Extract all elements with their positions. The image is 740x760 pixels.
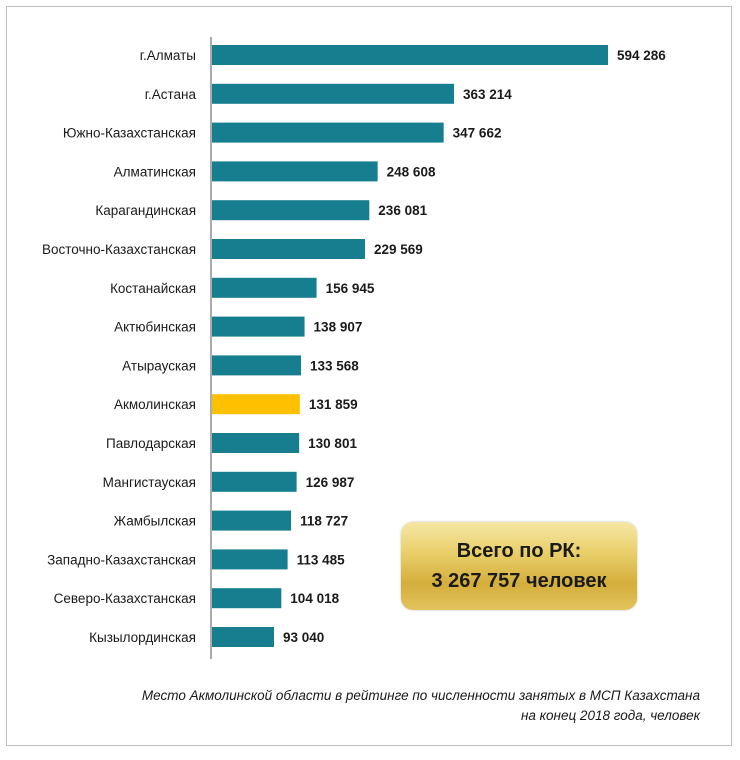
- value-label: 347 662: [453, 126, 502, 141]
- total-box: Всего по РК: 3 267 757 человек: [401, 522, 637, 610]
- category-label: Акмолинская: [114, 397, 196, 412]
- category-label: Западно-Казахстанская: [47, 552, 196, 567]
- category-label: Северо-Казахстанская: [54, 591, 196, 606]
- bar-5: [212, 200, 370, 221]
- bar-1: [212, 45, 608, 65]
- bar-4: [212, 161, 378, 182]
- value-label: 236 081: [378, 203, 427, 218]
- caption-line1: Место Акмолинской области в рейтинге по …: [141, 688, 700, 703]
- bar-8: [212, 316, 305, 337]
- bar-11: [212, 433, 300, 453]
- category-label: г.Алматы: [140, 48, 196, 63]
- value-label: 126 987: [306, 475, 355, 490]
- value-label: 156 945: [326, 281, 375, 296]
- value-label: 594 286: [617, 48, 666, 63]
- bar-16: [212, 627, 274, 647]
- chart-caption: Место Акмолинской области в рейтинге по …: [40, 686, 700, 726]
- bar-10: [212, 394, 300, 415]
- value-label: 229 569: [374, 242, 423, 257]
- bar-7: [212, 277, 317, 298]
- value-label: 131 859: [309, 397, 358, 412]
- category-label: Актюбинская: [114, 320, 196, 335]
- category-label: Павлодарская: [106, 436, 196, 451]
- category-label: Кызылординская: [89, 630, 196, 645]
- category-label: Костанайская: [110, 281, 196, 296]
- category-label: Алматинская: [114, 164, 196, 179]
- value-label: 133 568: [310, 358, 359, 373]
- bar-3: [212, 122, 444, 143]
- value-label: 113 485: [297, 552, 346, 567]
- bar-14: [212, 549, 288, 570]
- bar-12: [212, 471, 297, 492]
- value-label: 138 907: [314, 320, 363, 335]
- category-label: Атырауская: [122, 358, 196, 373]
- bar-13: [212, 510, 292, 531]
- value-label: 248 608: [387, 164, 436, 179]
- value-label: 104 018: [290, 591, 339, 606]
- bar-6: [212, 239, 365, 259]
- value-label: 118 727: [300, 514, 348, 529]
- total-box-line1: Всего по РК:: [456, 540, 582, 562]
- value-label: 93 040: [283, 630, 324, 645]
- total-box-line2: 3 267 757 человек: [431, 570, 607, 592]
- bar-2: [212, 83, 455, 104]
- category-label: Восточно-Казахстанская: [42, 242, 196, 257]
- category-label: Южно-Казахстанская: [63, 126, 196, 141]
- category-label: г.Астана: [145, 87, 197, 102]
- category-label: Мангистауская: [103, 475, 196, 490]
- bar-15: [212, 588, 282, 609]
- category-label: Карагандинская: [95, 203, 196, 218]
- category-label: Жамбылская: [114, 514, 196, 529]
- bar-9: [212, 355, 302, 376]
- value-label: 363 214: [463, 87, 512, 102]
- value-label: 130 801: [308, 436, 357, 451]
- caption-line2: на конец 2018 года, человек: [520, 708, 700, 723]
